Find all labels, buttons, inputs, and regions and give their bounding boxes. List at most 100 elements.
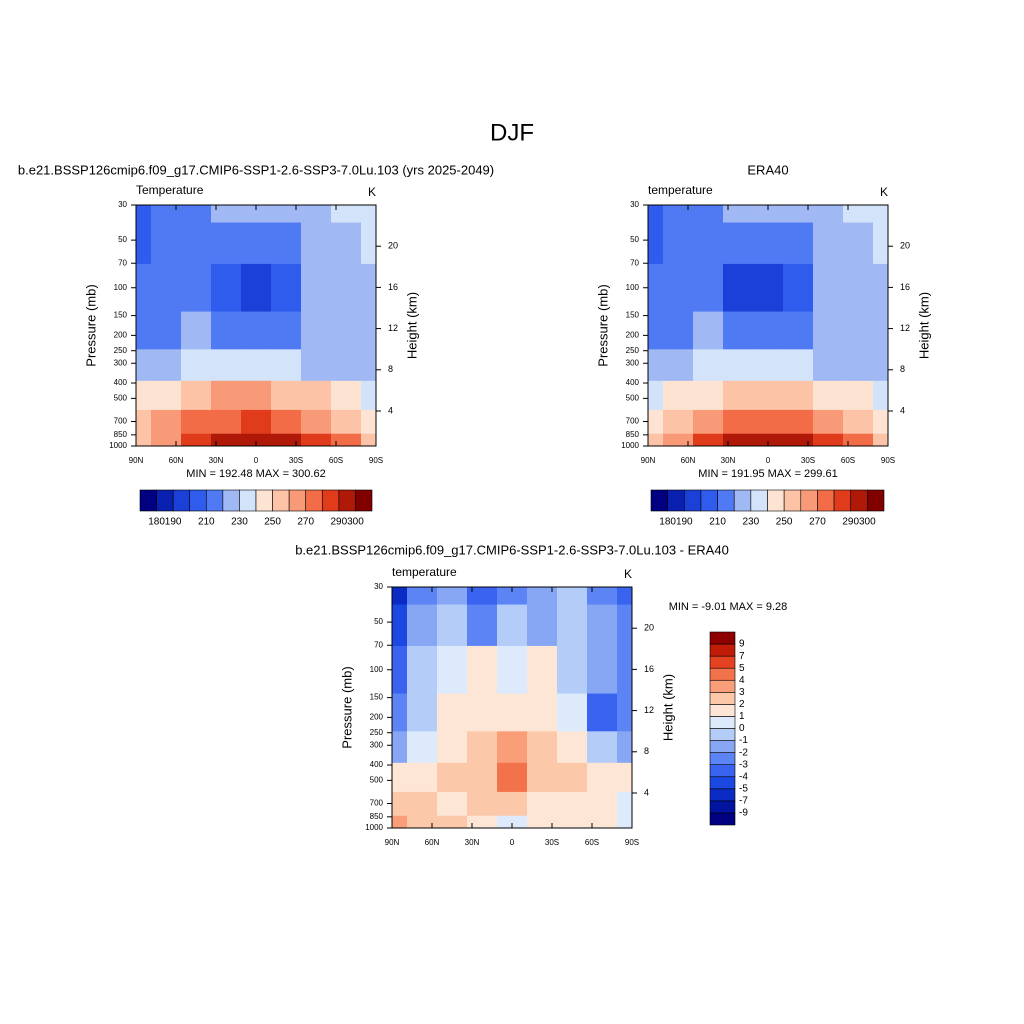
contour-cell — [587, 693, 618, 732]
x-tick-label: 60N — [169, 456, 184, 465]
contour-cell — [181, 433, 212, 447]
stats: MIN = 192.48 MAX = 300.62 — [186, 468, 325, 480]
colorbar-box — [767, 489, 785, 512]
y-axis-label: Pressure (mb) — [595, 284, 610, 366]
contour-cell — [407, 693, 438, 732]
colorbar-label: 270 — [809, 517, 826, 528]
colorbar-box — [272, 489, 290, 512]
contour-cell — [497, 791, 528, 817]
colorbar-box — [255, 489, 273, 512]
contour-cell — [467, 791, 498, 817]
x-tick-label: 60S — [329, 456, 343, 465]
x-tick-label: 30N — [721, 456, 736, 465]
contour-cell — [331, 349, 362, 382]
contour-cell — [331, 409, 362, 435]
contour-cell — [271, 409, 302, 435]
contour-cell — [437, 645, 468, 695]
contour-cell — [497, 731, 528, 764]
contour-cell — [693, 311, 724, 350]
y-axis-label: Pressure (mb) — [83, 284, 98, 366]
contour-cell — [753, 433, 784, 447]
y2-axis-label: Height (km) — [660, 674, 675, 741]
y-tick-label: 850 — [114, 430, 128, 439]
contour-cell — [557, 731, 588, 764]
contour-cell — [301, 263, 332, 313]
contour-cell — [873, 349, 889, 382]
y-tick-label: 100 — [626, 283, 640, 292]
contour-cell — [392, 791, 408, 817]
x-tick-label: 90N — [385, 838, 400, 847]
y2-tick-label: 4 — [900, 405, 905, 415]
colorbar-box — [667, 489, 685, 512]
left-label: temperature — [648, 183, 713, 197]
colorbar-label: 300 — [859, 517, 876, 528]
contour-cell — [331, 380, 362, 411]
contour-cell — [211, 380, 242, 411]
contour-cell — [843, 311, 874, 350]
colorbar-box — [189, 489, 207, 512]
contour-cell — [873, 409, 889, 435]
colorbar-box — [205, 489, 224, 512]
contour-cell — [813, 380, 844, 411]
y-tick-label: 400 — [626, 378, 640, 387]
contour-cell — [437, 587, 468, 606]
contour-cell — [407, 587, 438, 606]
contour-cell — [783, 349, 814, 382]
x-tick-label: 30N — [465, 838, 480, 847]
contour-cell — [587, 815, 618, 829]
right-label: K — [368, 185, 376, 199]
y-tick-label: 1000 — [365, 823, 383, 832]
contour-cell — [557, 645, 588, 695]
contour-cell — [693, 222, 724, 265]
colorbar-box — [717, 489, 735, 512]
contour-cell — [211, 409, 242, 435]
contour-cell — [527, 762, 558, 793]
contour-cell — [587, 762, 618, 793]
contour-cell — [527, 587, 558, 606]
contour-cell — [136, 222, 152, 265]
contour-cell — [497, 645, 528, 695]
y2-tick-label: 8 — [388, 364, 393, 374]
contour-cell — [211, 205, 242, 224]
y2-tick-label: 8 — [644, 746, 649, 756]
colorbar-label: 250 — [264, 517, 281, 528]
contour-cell — [648, 222, 664, 265]
contour-cell — [617, 693, 633, 732]
colorbar-label: -1 — [739, 735, 748, 746]
contour-cell — [271, 205, 302, 224]
contour-cell — [361, 349, 377, 382]
y-tick-label: 150 — [626, 311, 640, 320]
contour-cell — [331, 433, 362, 447]
contour-cell — [241, 409, 272, 435]
contour-cell — [181, 311, 212, 350]
contour-cell — [392, 604, 408, 647]
y-tick-label: 150 — [370, 693, 384, 702]
colorbar-label: 5 — [739, 663, 745, 674]
contour-cell — [813, 205, 844, 224]
contour-cell — [843, 380, 874, 411]
panel-title: b.e21.BSSP126cmip6.f09_g17.CMIP6-SSP1-2.… — [295, 542, 729, 557]
contour-cell — [181, 409, 212, 435]
panel-title: ERA40 — [747, 162, 788, 177]
contour-cell — [211, 222, 242, 265]
figure-title: DJF — [490, 119, 534, 146]
left-label: Temperature — [136, 183, 204, 197]
contour-cell — [617, 604, 633, 647]
contour-field — [648, 205, 889, 447]
x-tick-label: 90S — [625, 838, 639, 847]
colorbar-box — [355, 489, 373, 512]
contour-cell — [723, 311, 754, 350]
contour-cell — [873, 311, 889, 350]
colorbar-box — [709, 704, 736, 717]
contour-cell — [648, 433, 664, 447]
contour-cell — [151, 433, 182, 447]
colorbar-label: 180 — [659, 517, 676, 528]
contour-cell — [361, 205, 377, 224]
contour-cell — [136, 205, 152, 224]
colorbar-box — [305, 489, 323, 512]
y-tick-label: 700 — [626, 417, 640, 426]
contour-cell — [557, 815, 588, 829]
contour-cell — [753, 205, 784, 224]
contour-cell — [271, 311, 302, 350]
